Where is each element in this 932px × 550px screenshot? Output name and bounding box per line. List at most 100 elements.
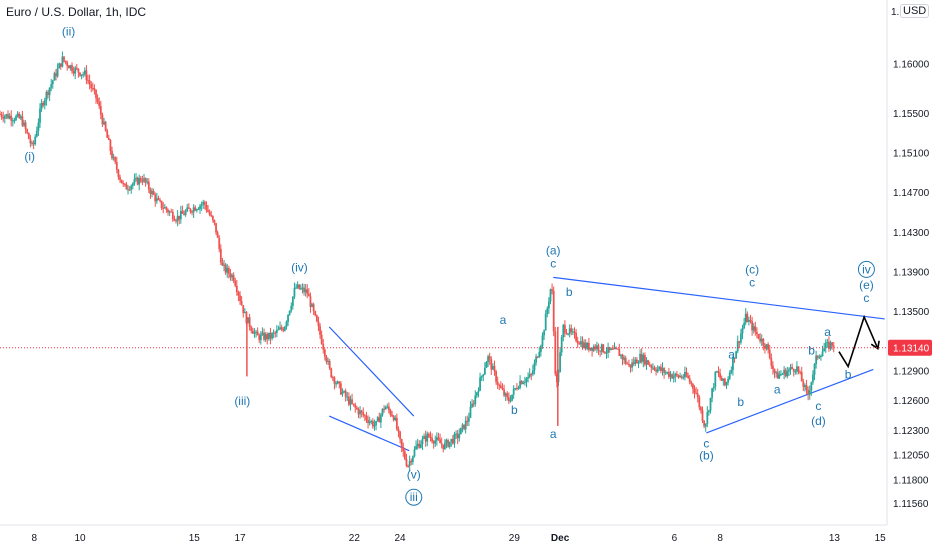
candle-body [559, 352, 561, 373]
candle-body [355, 407, 358, 410]
candle-body [267, 332, 270, 340]
wave-label: (ii) [62, 25, 75, 39]
candle-body [637, 362, 640, 364]
candle-body [151, 190, 153, 195]
candle-body [565, 332, 568, 334]
candle-body [754, 326, 757, 332]
time-axis[interactable]: 8 10 15 17 22 24 29 Dec 6 8 13 15 [32, 533, 887, 544]
candle-body [797, 366, 800, 372]
candle-body [423, 436, 425, 439]
candle-body [277, 329, 280, 331]
candle-body [709, 397, 712, 411]
candle-body [3, 116, 6, 119]
wave-label: c [815, 399, 821, 413]
candle-body [59, 63, 62, 67]
candle-body [117, 169, 120, 178]
candle-body [815, 355, 818, 365]
candle-body [176, 215, 179, 222]
candle-body [661, 368, 664, 371]
candle-body [610, 348, 613, 350]
candle-body [684, 372, 686, 378]
candle-body [432, 441, 435, 444]
candle-body [122, 183, 125, 185]
candle-body [295, 287, 297, 289]
candle-body [479, 377, 481, 391]
candle-body [663, 368, 666, 373]
wave-label: iii [410, 490, 418, 504]
candle-body [530, 374, 533, 376]
candle-body [501, 387, 504, 390]
candle-body [655, 369, 658, 372]
candle-body [5, 114, 8, 117]
candle-body [717, 371, 720, 374]
wave-labels: (i)(ii)(iii)(iv)(v)iiiab(a)cabc(b)ab(c)c… [24, 25, 875, 506]
price-tick-label-top: 1.1 [891, 7, 905, 18]
candle-body [581, 341, 584, 348]
candle-body [676, 373, 678, 376]
candle-body [199, 205, 201, 209]
candle-body [256, 331, 259, 336]
candle-body [679, 376, 682, 378]
price-tick-label: 1.14300 [893, 228, 930, 239]
candle-body [234, 280, 237, 286]
candle-body [419, 444, 422, 448]
candle-body [362, 412, 365, 416]
candle-body [685, 372, 688, 376]
candle-body [482, 374, 485, 377]
candle-body [170, 211, 173, 213]
candle-body [21, 116, 24, 126]
candle-body [229, 273, 232, 278]
candle-body [499, 385, 502, 388]
candle-body [523, 381, 526, 383]
candle-body [194, 207, 197, 211]
candle-body [567, 333, 569, 335]
candle-body [810, 382, 813, 391]
candle-body [620, 354, 622, 356]
price-tick-label: 1.11560 [893, 499, 929, 510]
candle-body [75, 67, 78, 69]
currency-button[interactable]: USD [900, 4, 930, 18]
candle-body [410, 460, 413, 463]
candle-body [111, 150, 113, 159]
candle-body [762, 339, 765, 346]
candle-body [531, 370, 534, 375]
wave-label: b [737, 395, 744, 409]
candle-body [138, 178, 141, 185]
candle-body [704, 424, 707, 427]
candle-body [770, 358, 773, 366]
candle-body [389, 410, 392, 415]
candle-body [127, 189, 129, 191]
candle-body [535, 356, 537, 363]
candle-body [330, 368, 333, 378]
price-tick-label: 1.12900 [893, 366, 930, 377]
candle-body [247, 317, 249, 324]
candle-body [587, 342, 590, 350]
candle-body [155, 198, 158, 202]
time-tick-label: 24 [395, 533, 407, 544]
candle-body [772, 365, 774, 369]
candle-body [427, 433, 430, 437]
candle-body [716, 371, 718, 373]
price-axis[interactable]: 1.16000 1.15500 1.15100 1.14700 1.14300 1.139… [888, 7, 932, 510]
candle-body [800, 372, 803, 382]
candle-body [543, 330, 545, 336]
candle-body [591, 347, 593, 351]
candle-body [152, 190, 155, 195]
candle-body [520, 380, 523, 384]
candle-body [189, 208, 192, 212]
wave-label: c [703, 437, 709, 451]
candle-body [738, 341, 741, 343]
candle-body [15, 116, 17, 121]
candle-body [752, 326, 755, 331]
candle-body [223, 264, 225, 266]
candle-body [333, 377, 336, 384]
candle-body [503, 389, 505, 396]
candle-body [728, 372, 731, 379]
channel-lower [328, 415, 410, 452]
candle-body [215, 223, 217, 233]
candle-body [187, 207, 190, 209]
current-price-tag [888, 339, 932, 356]
candle-body [538, 351, 541, 358]
candle-body [687, 375, 690, 379]
